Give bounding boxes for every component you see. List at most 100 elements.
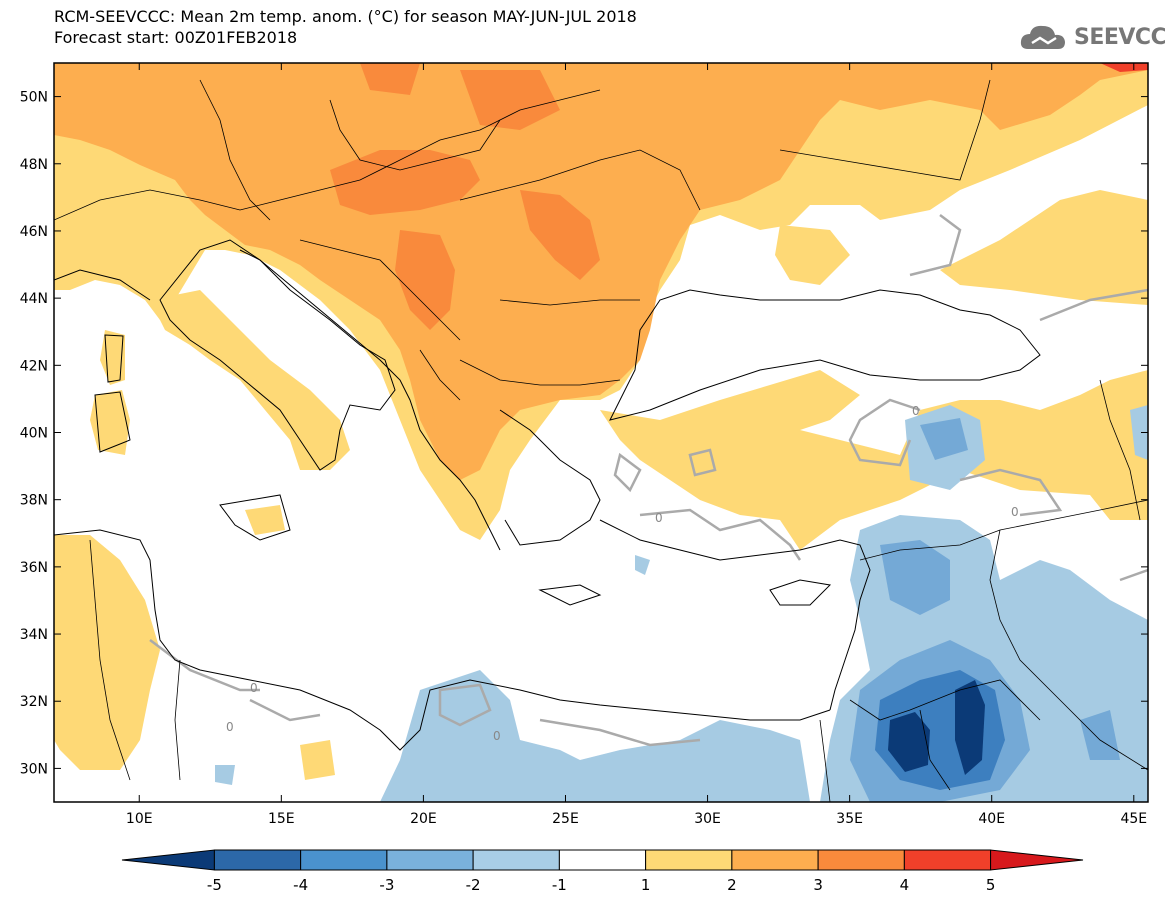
zero-contour-line xyxy=(149,639,260,692)
zero-contour-line xyxy=(639,508,802,561)
colorbar-segment xyxy=(558,849,647,871)
colorbar-label: 5 xyxy=(986,876,996,894)
lon-tick-label: 40E xyxy=(978,811,1005,827)
map-title: RCM-SEEVCCC: Mean 2m temp. anom. (°C) fo… xyxy=(54,6,637,48)
zero-contour-label: 0 xyxy=(912,404,920,418)
country-borders xyxy=(54,79,1148,802)
coastline-corsica xyxy=(104,334,124,383)
anomaly-neg2-neg3-region-iraq xyxy=(1080,710,1120,760)
coastline-levant xyxy=(599,519,871,711)
colorbar-label: 4 xyxy=(900,876,910,894)
anomaly-neg1-neg2-region-libya-coast xyxy=(215,765,235,785)
zero-contour-label: 0 xyxy=(1011,505,1019,519)
coastline-sardinia xyxy=(94,391,131,453)
zero-contour-line xyxy=(1039,288,1148,322)
latitude-axis: 30N 32N 34N 36N 38N 40N 42N 44N 46N 48N 50N xyxy=(20,90,1148,777)
lon-tick-label: 15E xyxy=(268,811,295,827)
lat-tick-label: 34N xyxy=(20,627,48,643)
anomaly-1-2-region-turkey xyxy=(600,370,1148,550)
colorbar-segment xyxy=(300,849,388,871)
coastline-north-africa xyxy=(54,529,831,751)
coastlines xyxy=(54,239,1041,751)
colorbar-segment xyxy=(386,849,474,871)
zero-contour-label: 0 xyxy=(493,729,501,743)
colorbar-label: -1 xyxy=(552,876,567,894)
border-line xyxy=(499,299,640,306)
zero-contour-line xyxy=(909,214,962,277)
lon-tick-label: 35E xyxy=(836,811,863,827)
colorbar-segment xyxy=(903,849,992,871)
lat-tick-label: 44N xyxy=(20,291,48,307)
zero-contour-line xyxy=(848,398,921,467)
coastline-adriatic xyxy=(239,249,501,551)
anomaly-3-4-region-ukraine xyxy=(460,70,560,130)
zero-contour-line xyxy=(539,718,701,747)
zero-contour-line xyxy=(688,448,717,477)
colorbar-segment xyxy=(731,849,819,871)
coastline-cyprus xyxy=(769,579,832,606)
zero-contour-line xyxy=(959,468,1063,517)
border-line xyxy=(54,89,601,221)
anomaly-neg2-neg3-region-east-turkey xyxy=(920,418,968,460)
zero-contour-label: 0 xyxy=(226,720,234,734)
border-line xyxy=(329,99,501,171)
coastline-france xyxy=(54,269,151,301)
border-line xyxy=(174,659,181,781)
border-line xyxy=(919,709,951,791)
longitude-axis: 10E 15E 20E 25E 30E 35E 40E 45E xyxy=(126,63,1147,827)
anomaly-1-2-region-italy xyxy=(150,290,350,470)
lat-tick-label: 50N xyxy=(20,90,48,106)
border-line xyxy=(89,539,131,781)
anomaly-neg1-neg2-region-caucasus xyxy=(1130,405,1148,460)
border-line xyxy=(459,149,701,211)
title-line-2: Forecast start: 00Z01FEB2018 xyxy=(54,28,298,47)
anomaly-3-4-region-romania xyxy=(520,190,600,280)
anomaly-4-5-region-russia xyxy=(1100,63,1148,72)
logo-text: SEEVCCC xyxy=(1074,25,1165,50)
border-line xyxy=(989,529,1148,771)
seevccc-logo: SEEVCCC xyxy=(1018,21,1165,57)
border-line xyxy=(1099,379,1141,521)
anomaly-1-2-region-north-africa xyxy=(54,535,160,770)
border-line xyxy=(779,79,991,181)
anomaly-1-2-region-crimea xyxy=(775,225,850,285)
anomaly-1-2-region-sicily xyxy=(245,505,285,535)
map-field: 0 0 0 0 0 0 xyxy=(54,63,1148,802)
title-line-1: RCM-SEEVCCC: Mean 2m temp. anom. (°C) fo… xyxy=(54,7,637,26)
anomaly-neg2-neg3-region-syria xyxy=(880,540,950,615)
colorbar: -5 -4 -3 -2 -1 1 2 3 4 5 xyxy=(121,849,1084,894)
zero-contour-label: 0 xyxy=(250,681,258,695)
anomaly-1-2-region-corsica xyxy=(100,330,125,385)
lat-tick-label: 48N xyxy=(20,157,48,173)
coastline-italy xyxy=(159,239,396,471)
colorbar-label: -5 xyxy=(207,876,222,894)
coastline-black-sea xyxy=(609,289,1041,421)
anomaly-1-2-region-libya xyxy=(300,740,335,780)
lat-tick-label: 30N xyxy=(20,761,48,777)
lon-tick-label: 45E xyxy=(1120,811,1147,827)
anomaly-2-3-region-greece xyxy=(430,395,500,440)
colorbar-segment xyxy=(213,849,302,871)
anomaly-3-4-region-serbia xyxy=(395,230,455,330)
colorbar-label: -2 xyxy=(466,876,481,894)
lon-tick-label: 25E xyxy=(552,811,579,827)
anomaly-3-4-region-hungary xyxy=(330,150,480,215)
border-line xyxy=(419,349,461,401)
lon-tick-label: 10E xyxy=(126,811,153,827)
lon-tick-label: 20E xyxy=(410,811,437,827)
colorbar-label: -4 xyxy=(293,876,308,894)
colorbar-segment xyxy=(817,849,905,871)
lat-tick-label: 46N xyxy=(20,224,48,240)
colorbar-segment xyxy=(990,849,1084,871)
zero-contour-line xyxy=(613,452,642,493)
anomaly-neg4-neg5-region-north-saudi-west xyxy=(888,712,930,772)
colorbar-label: 3 xyxy=(813,876,823,894)
border-line xyxy=(199,79,271,221)
anomaly-1-2-region-caspian xyxy=(940,190,1148,305)
coastline-sicily xyxy=(219,494,291,541)
colorbar-label: 2 xyxy=(727,876,737,894)
colorbar-label: -3 xyxy=(379,876,394,894)
colorbar-segment xyxy=(645,849,733,871)
border-line xyxy=(299,239,461,341)
zero-contour-line xyxy=(249,698,321,722)
